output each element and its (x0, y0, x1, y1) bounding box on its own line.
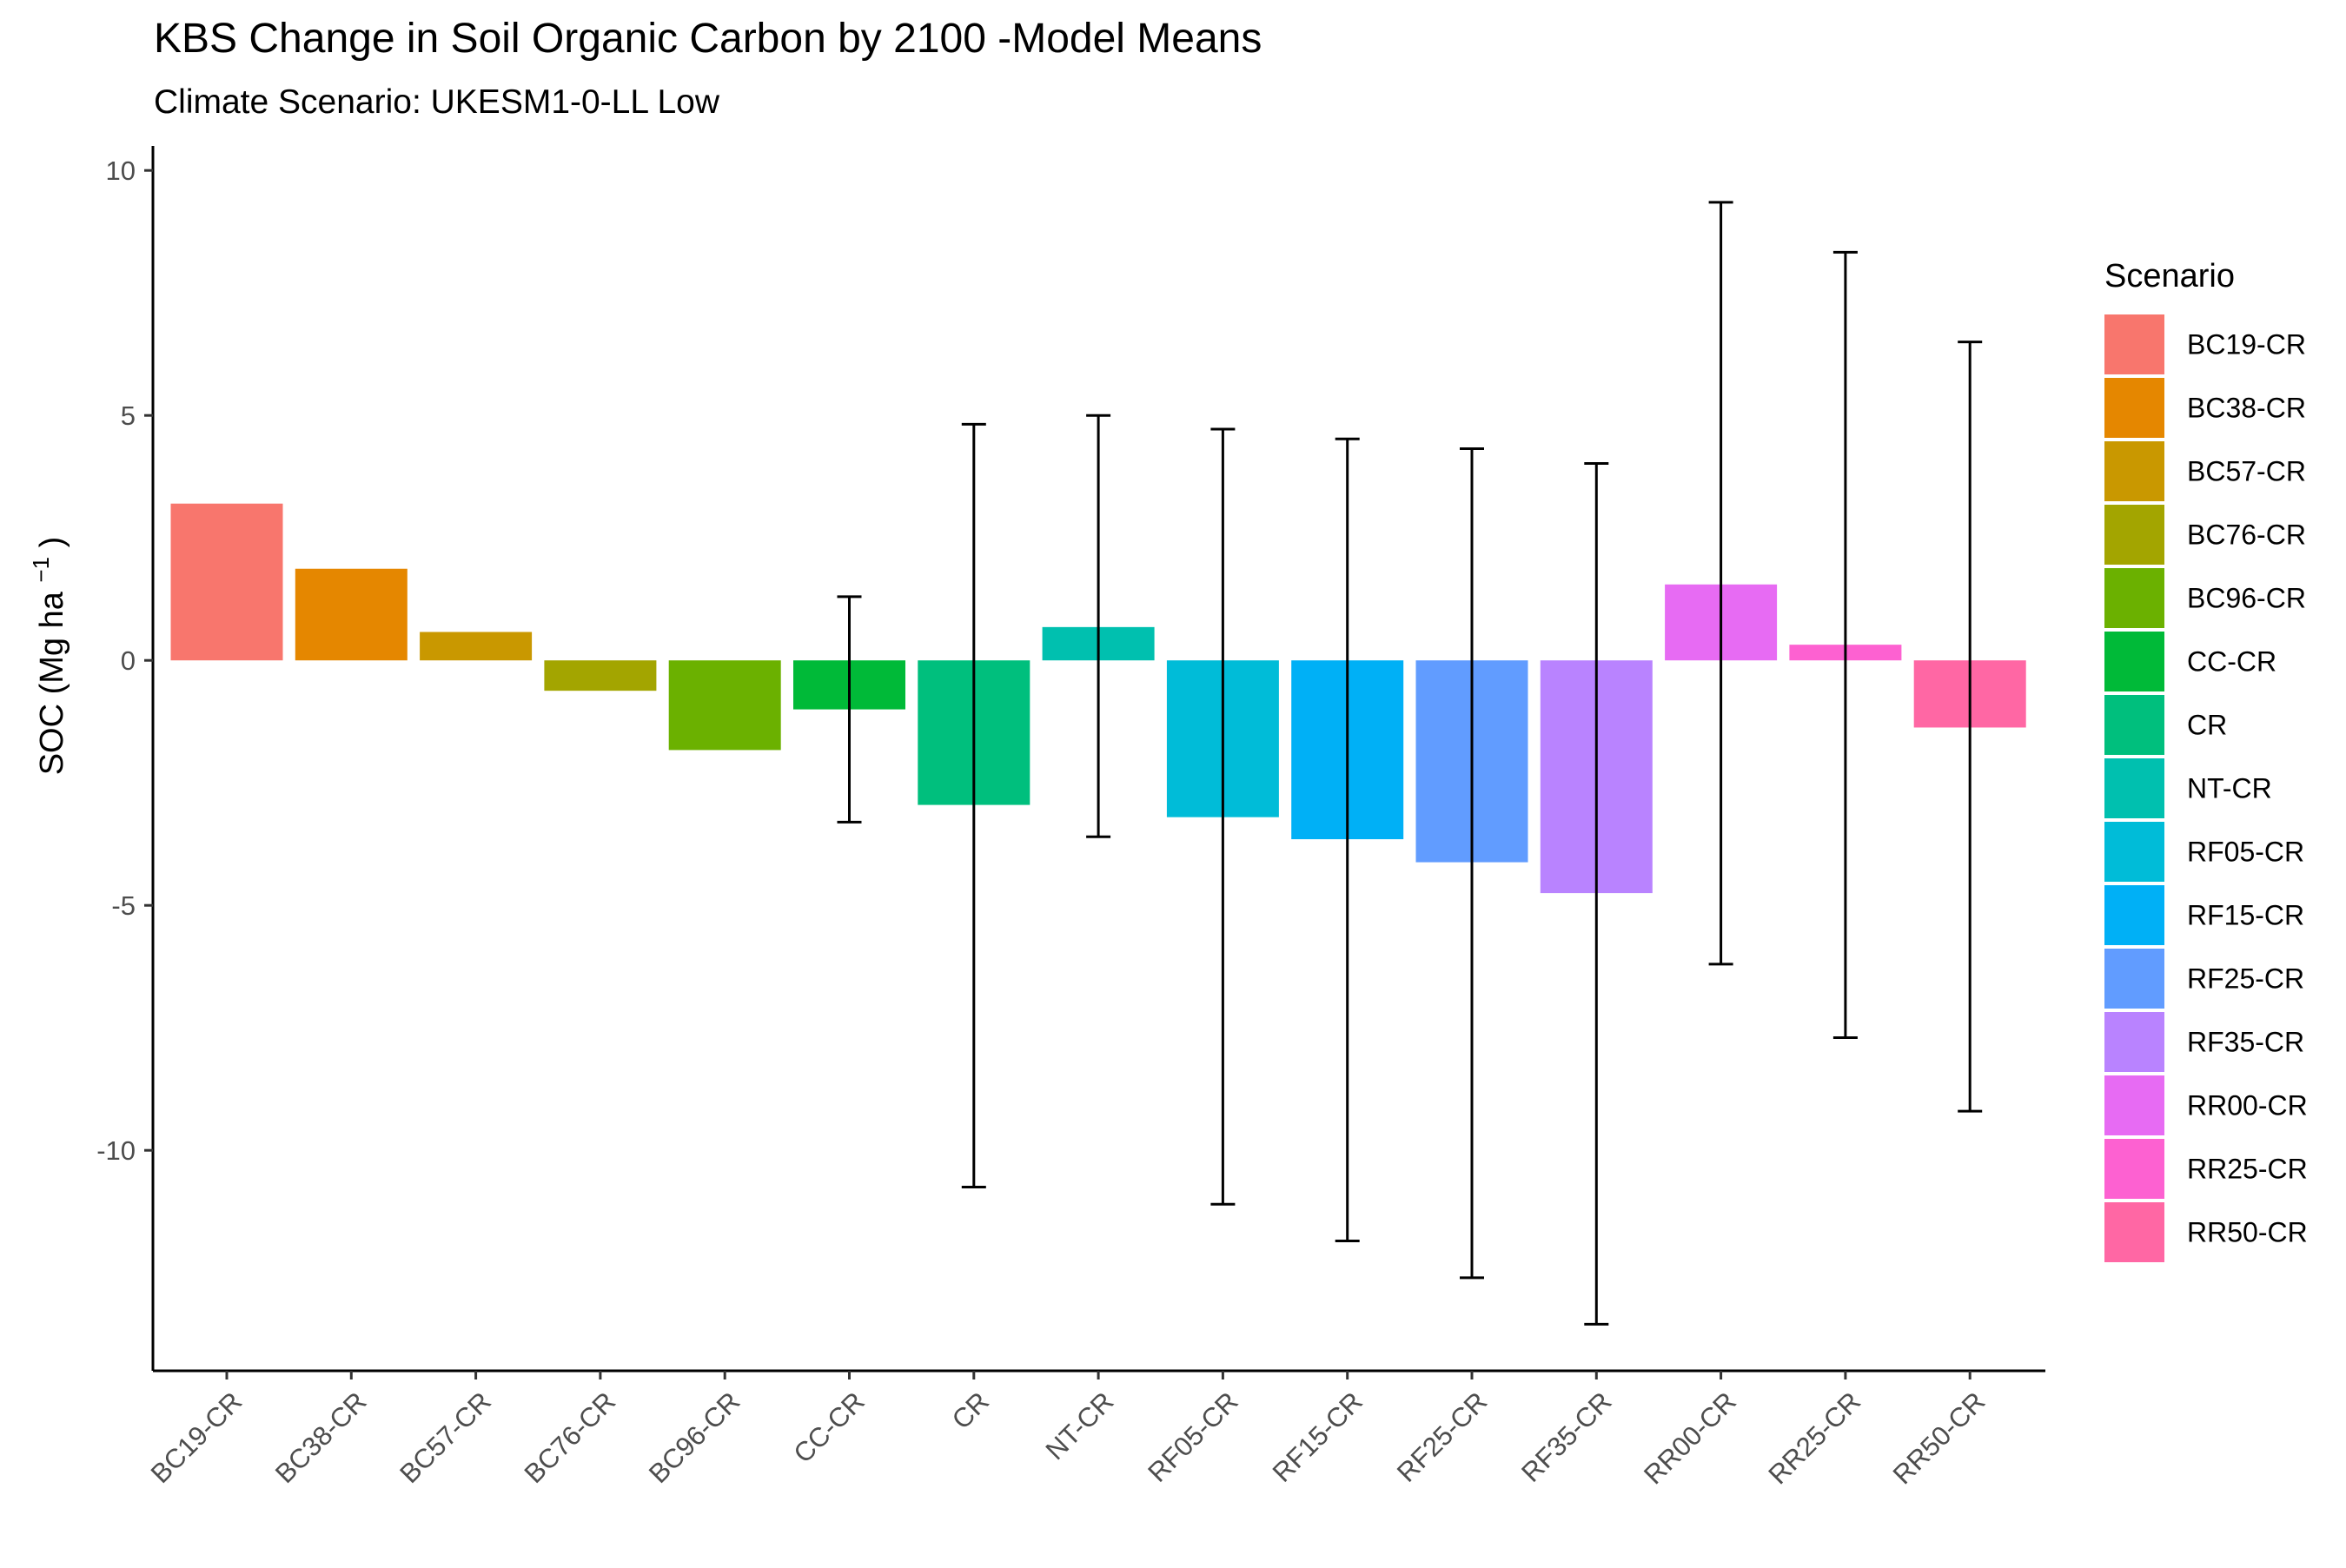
bar (170, 503, 283, 661)
legend-label: NT-CR (2187, 773, 2272, 804)
legend-label: CC-CR (2187, 646, 2276, 678)
legend-key (2104, 378, 2164, 438)
legend-key (2104, 695, 2164, 755)
y-tick-label: -5 (111, 890, 136, 921)
legend-key (2104, 1202, 2164, 1262)
legend-key (2104, 885, 2164, 945)
legend-label: BC96-CR (2187, 583, 2306, 614)
legend-label: RF15-CR (2187, 900, 2304, 931)
chart-subtitle: Climate Scenario: UKESM1-0-LL Low (154, 83, 720, 121)
svg-text:SOC (Mg ha −1: SOC (Mg ha −1 ) (20, 537, 70, 776)
chart-title: KBS Change in Soil Organic Carbon by 210… (154, 16, 1262, 62)
y-tick-label: -10 (96, 1135, 136, 1166)
legend-key (2104, 441, 2164, 501)
legend-key (2104, 758, 2164, 818)
legend-label: RF35-CR (2187, 1027, 2304, 1058)
legend-label: RR25-CR (2187, 1154, 2308, 1185)
legend-key (2104, 314, 2164, 374)
legend-key (2104, 822, 2164, 882)
legend-label: RR50-CR (2187, 1217, 2308, 1248)
legend-key (2104, 568, 2164, 628)
y-tick-label: 0 (121, 645, 136, 676)
legend-key (2104, 1075, 2164, 1135)
y-tick-label: 5 (121, 400, 136, 431)
y-tick-label: 10 (106, 155, 136, 186)
y-axis-label-superscript: −1 (28, 557, 54, 583)
legend-label: BC76-CR (2187, 519, 2306, 551)
legend-items: BC19-CR BC38-CR BC57-CR BC76-CR BC96-CR CC-CR… (2104, 314, 2308, 1262)
y-axis-label-close: ) (34, 537, 70, 548)
bar (420, 632, 533, 661)
legend-label: RF25-CR (2187, 963, 2304, 995)
legend-title: Scenario (2104, 258, 2235, 294)
legend-key (2104, 505, 2164, 565)
legend-label: BC57-CR (2187, 456, 2306, 487)
legend-key (2104, 632, 2164, 691)
y-axis-label-main: SOC (Mg ha (34, 591, 70, 775)
y-axis-label: SOC (Mg ha −1 ) (20, 537, 70, 776)
bar (295, 568, 408, 661)
error-bars (837, 201, 1983, 1326)
legend: Scenario BC19-CR BC38-CR BC57-CR BC76-CR BC9… (2104, 258, 2308, 1262)
legend-label: RF05-CR (2187, 837, 2304, 868)
legend-label: BC19-CR (2187, 329, 2306, 361)
legend-key (2104, 1012, 2164, 1072)
bar (668, 660, 781, 751)
bar (544, 660, 657, 691)
legend-key (2104, 949, 2164, 1009)
legend-label: CR (2187, 710, 2227, 741)
legend-label: BC38-CR (2187, 393, 2306, 424)
legend-label: RR00-CR (2187, 1090, 2308, 1121)
legend-key (2104, 1139, 2164, 1199)
y-axis: -10 -5 0 5 10 (96, 146, 155, 1371)
